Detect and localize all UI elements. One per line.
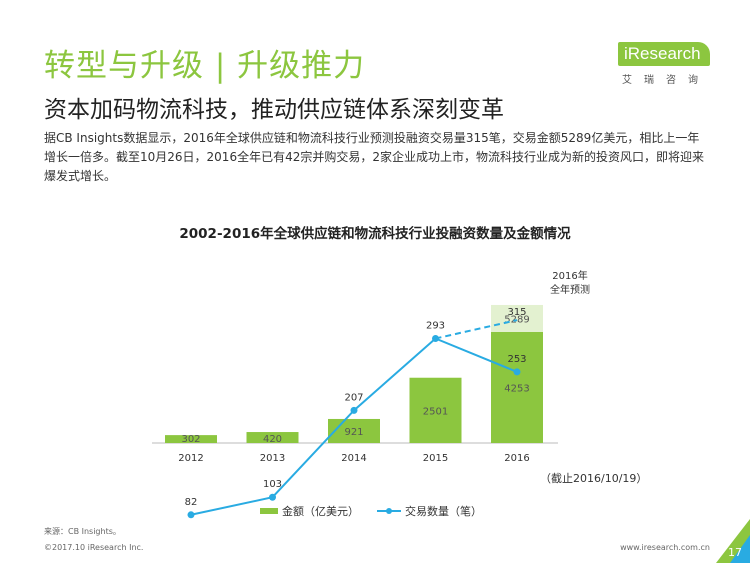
page-subtitle: 资本加码物流科技，推动供应链体系深刻变革 <box>44 97 504 123</box>
deals-label-2012: 82 <box>185 497 198 508</box>
deals-label-2015: 293 <box>426 320 445 331</box>
forecast-note: 2016年 全年预测 <box>550 270 590 298</box>
x-tick-2014: 2014 <box>341 453 366 464</box>
deals-point-2016 <box>513 368 521 376</box>
legend-deals-swatch <box>377 508 401 514</box>
bar-2015 <box>409 377 462 443</box>
legend-amount-label: 金额（亿美元） <box>282 505 359 518</box>
source-note: 来源：CB Insights。 <box>44 527 121 536</box>
logo-name: iResearch <box>624 44 701 63</box>
legend-amount-swatch <box>260 508 278 514</box>
legend-deals-label: 交易数量（笔） <box>405 505 482 518</box>
bar-label-2015: 2501 <box>423 406 448 417</box>
bar-label-2016: 4253 <box>504 384 529 395</box>
x-tick-2015: 2015 <box>423 453 448 464</box>
forecast-note-line1: 2016年 <box>552 271 588 282</box>
cutoff-date: （截止2016/10/19） <box>540 472 648 485</box>
page-number: 17 <box>728 546 742 559</box>
deals-label-2014: 207 <box>344 392 363 403</box>
bar-label-2014: 921 <box>344 427 363 438</box>
x-tick-2016: 2016 <box>504 453 529 464</box>
description-text: 据CB Insights数据显示，2016年全球供应链和物流科技行业预测投融资交… <box>44 131 704 183</box>
chart-title: 2002-2016年全球供应链和物流科技行业投融资数量及金额情况 <box>179 226 571 242</box>
deals-point-2014 <box>350 406 358 414</box>
bar-2014 <box>328 418 380 443</box>
x-tick-2012: 2012 <box>178 453 203 464</box>
corner-decoration <box>716 519 750 563</box>
deals-label-2013: 103 <box>263 479 282 490</box>
copyright: ©2017.10 iResearch Inc. <box>44 543 144 552</box>
corner-blue-triangle <box>730 535 750 563</box>
forecast-note-line2: 全年预测 <box>550 285 590 296</box>
iresearch-logo: iResearch 艾瑞咨询 <box>618 42 710 86</box>
chart-legend: 金额（亿美元） 交易数量（笔） <box>260 503 482 519</box>
forecast-bar <box>491 304 543 332</box>
deals-point-2012 <box>187 511 195 519</box>
x-tick-2013: 2013 <box>260 453 285 464</box>
bar-label-2012: 302 <box>181 434 200 445</box>
forecast-deals-line <box>435 319 518 340</box>
forecast-deals-label: 315 <box>507 307 526 318</box>
logo-mark <box>618 42 710 66</box>
website-url: www.iresearch.com.cn <box>620 543 710 552</box>
page-title: 转型与升级 | 升级推力 <box>44 48 366 84</box>
bar-2016 <box>491 332 543 443</box>
forecast-amount-label: 5289 <box>504 314 529 325</box>
deals-point-2013 <box>269 493 276 501</box>
bar-2013 <box>246 432 299 443</box>
bar-2012 <box>165 435 217 443</box>
logo-subtitle: 艾瑞咨询 <box>622 75 710 86</box>
bar-label-2013: 420 <box>263 434 282 445</box>
deals-label-2016: 253 <box>507 354 526 365</box>
